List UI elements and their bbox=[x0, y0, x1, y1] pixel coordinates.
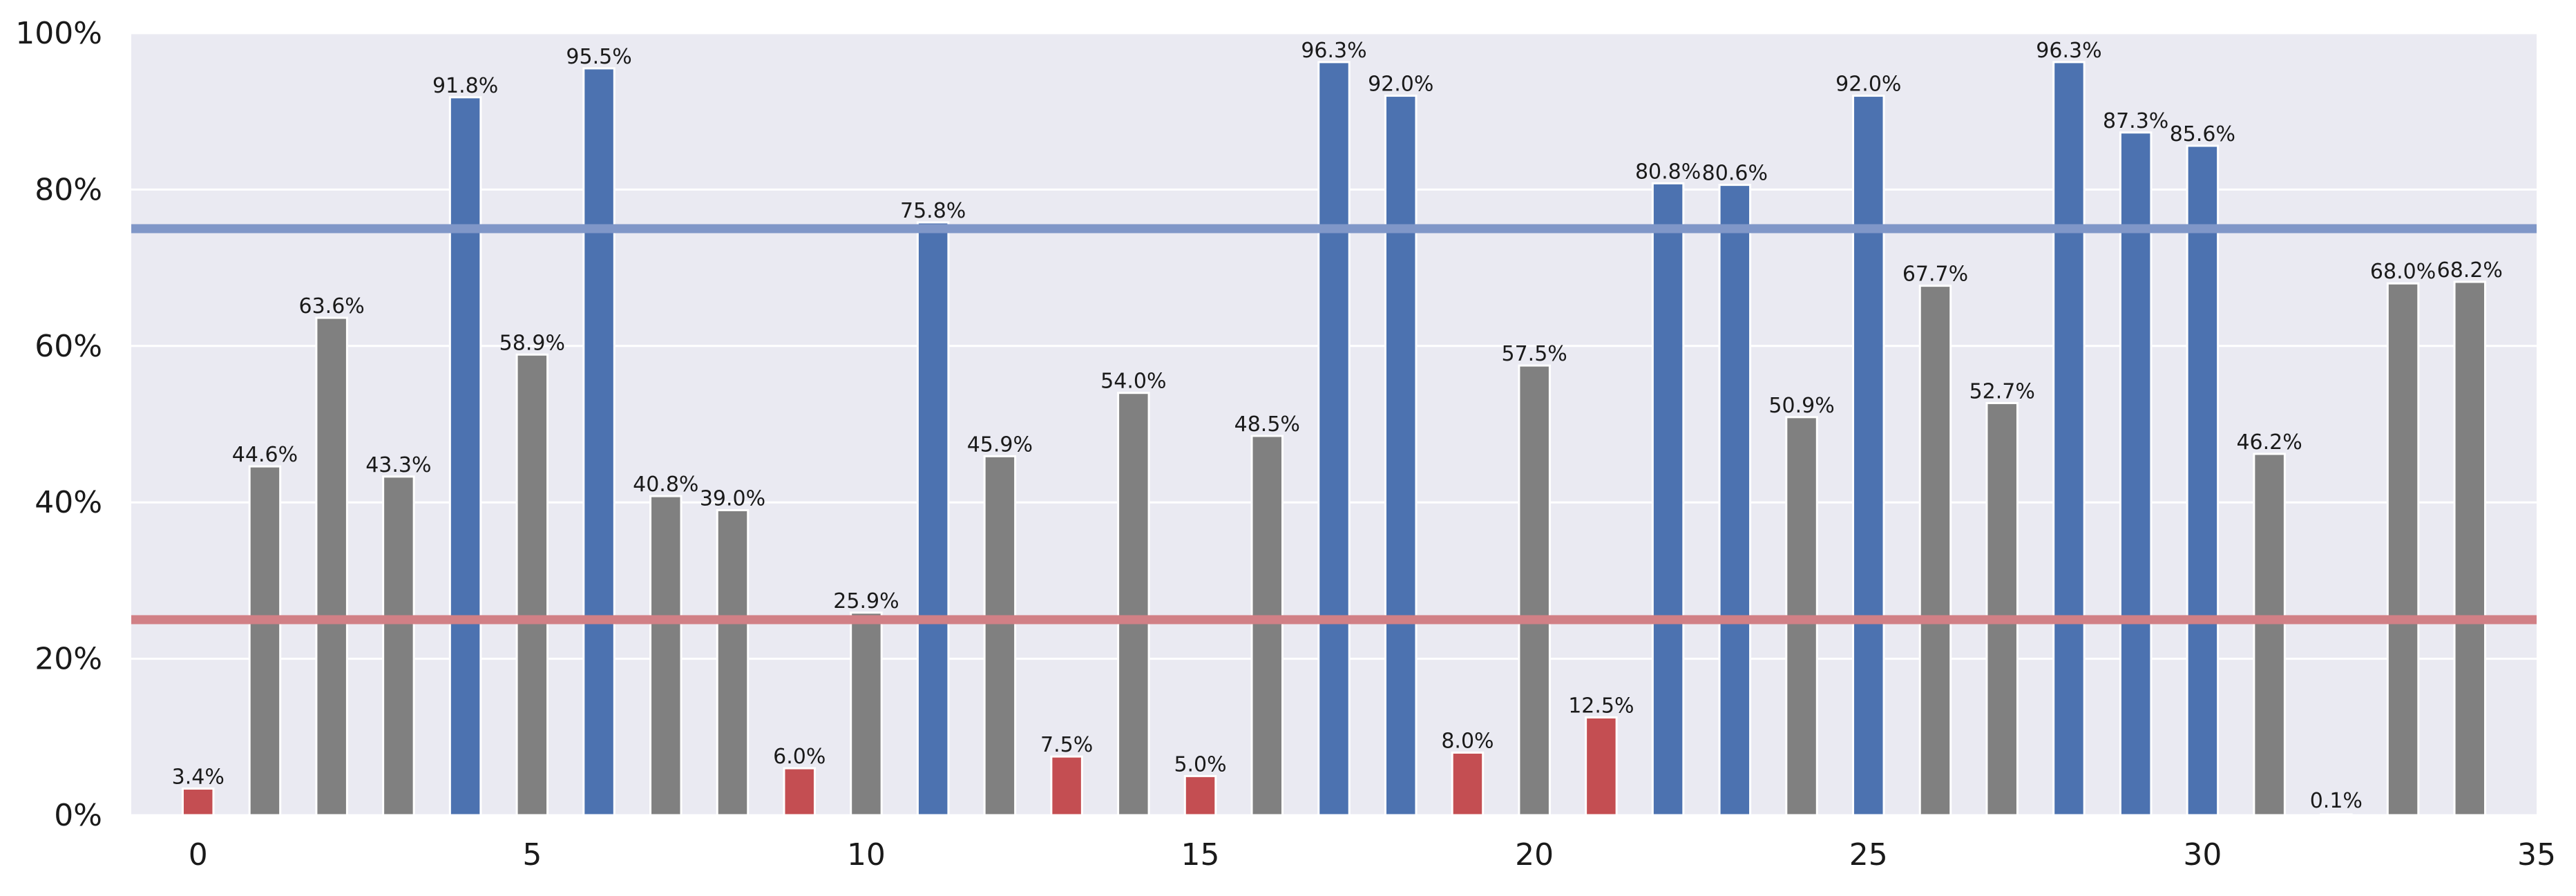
bar-label-22: 80.8% bbox=[1635, 160, 1701, 184]
bar-16 bbox=[1250, 435, 1284, 817]
bar-label-33: 68.0% bbox=[2370, 260, 2436, 284]
y-tick-label-0: 0% bbox=[54, 798, 102, 833]
bars bbox=[181, 61, 2487, 817]
x-tick-label-5: 5 bbox=[522, 837, 542, 873]
bar-1 bbox=[248, 465, 282, 817]
x-tick-label-10: 10 bbox=[847, 837, 886, 873]
bar-29 bbox=[2119, 131, 2153, 817]
bar-value-labels: 3.4% 44.6% 63.6% 43.3% 91.8% 58.9% 95.5% 40.8%3… bbox=[172, 39, 2503, 813]
bar-label-21: 12.5% bbox=[1568, 694, 1634, 718]
bar-label-26: 67.7% bbox=[1902, 263, 1968, 287]
x-tick-label-25: 25 bbox=[1849, 837, 1888, 873]
bar-label-8: 39.0% bbox=[700, 487, 765, 511]
bar-11 bbox=[916, 221, 950, 817]
bar-label-29: 87.3% bbox=[2103, 109, 2168, 133]
y-tick-label-80: 80% bbox=[35, 172, 102, 207]
bar-label-5: 58.9% bbox=[499, 331, 565, 355]
bar-label-0: 3.4% bbox=[172, 765, 225, 790]
bar-13 bbox=[1050, 755, 1083, 817]
x-tick-label-20: 20 bbox=[1515, 837, 1554, 873]
x-tick-label-30: 30 bbox=[2183, 837, 2222, 873]
x-axis-ticks: 0 5 10 15 20 25 30 35 bbox=[189, 837, 2556, 873]
bar-label-17: 96.3% bbox=[1301, 39, 1366, 63]
bar-label-15: 5.0% bbox=[1174, 752, 1226, 776]
bar-3 bbox=[382, 475, 415, 817]
bar-label-12: 45.9% bbox=[967, 432, 1033, 457]
y-tick-label-40: 40% bbox=[35, 485, 102, 520]
y-tick-label-20: 20% bbox=[35, 642, 102, 677]
bar-33 bbox=[2386, 282, 2420, 817]
bar-30 bbox=[2186, 144, 2220, 817]
threshold-lines bbox=[131, 224, 2537, 625]
bar-label-34: 68.2% bbox=[2437, 258, 2503, 283]
bar-label-3: 43.3% bbox=[365, 453, 431, 477]
y-tick-label-100: 100% bbox=[15, 16, 102, 51]
bar-8 bbox=[716, 509, 750, 817]
bar-18 bbox=[1384, 95, 1418, 817]
bar-0 bbox=[181, 788, 215, 817]
bar-label-2: 63.6% bbox=[299, 294, 365, 318]
bar-20 bbox=[1518, 364, 1551, 817]
bar-28 bbox=[2052, 61, 2086, 817]
bar-12 bbox=[983, 455, 1017, 817]
bar-7 bbox=[649, 495, 683, 817]
bar-10 bbox=[850, 611, 883, 817]
bar-19 bbox=[1451, 751, 1485, 817]
bar-22 bbox=[1651, 182, 1685, 817]
bar-label-10: 25.9% bbox=[833, 589, 899, 613]
bar-25 bbox=[1852, 95, 1885, 817]
bar-label-18: 92.0% bbox=[1368, 73, 1433, 97]
bar-label-28: 96.3% bbox=[2036, 39, 2101, 63]
bar-5 bbox=[515, 353, 549, 817]
bar-2 bbox=[315, 316, 348, 817]
bar-label-19: 8.0% bbox=[1441, 729, 1494, 753]
bar-31 bbox=[2253, 452, 2286, 817]
y-axis-ticks: 0% 20% 40% 60% 80% 100% bbox=[15, 16, 102, 833]
bar-label-9: 6.0% bbox=[773, 745, 826, 769]
bar-17 bbox=[1317, 61, 1351, 817]
bar-14 bbox=[1117, 392, 1150, 817]
bar-label-24: 50.9% bbox=[1768, 394, 1834, 418]
bar-15 bbox=[1183, 774, 1217, 817]
bar-23 bbox=[1718, 184, 1752, 817]
bar-label-7: 40.8% bbox=[633, 473, 698, 497]
bar-9 bbox=[783, 767, 816, 817]
bar-label-25: 92.0% bbox=[1835, 73, 1901, 97]
bar-label-27: 52.7% bbox=[1969, 379, 2035, 403]
bar-21 bbox=[1585, 716, 1618, 817]
y-tick-label-60: 60% bbox=[35, 329, 102, 364]
bar-label-20: 57.5% bbox=[1502, 342, 1567, 366]
bar-label-32: 0.1% bbox=[2310, 789, 2363, 813]
bar-34 bbox=[2453, 280, 2487, 817]
bar-label-6: 95.5% bbox=[566, 45, 631, 69]
bar-6 bbox=[582, 67, 616, 817]
bar-27 bbox=[1985, 401, 2019, 817]
bar-label-13: 7.5% bbox=[1040, 733, 1093, 757]
bar-label-30: 85.6% bbox=[2170, 122, 2235, 146]
bar-label-1: 44.6% bbox=[232, 443, 298, 467]
bar-32 bbox=[2320, 813, 2353, 817]
bar-label-4: 91.8% bbox=[432, 74, 498, 98]
bar-label-14: 54.0% bbox=[1100, 370, 1166, 394]
bar-label-23: 80.6% bbox=[1702, 162, 1768, 186]
x-tick-label-15: 15 bbox=[1181, 837, 1220, 873]
bar-label-16: 48.5% bbox=[1234, 412, 1300, 437]
x-tick-label-0: 0 bbox=[189, 837, 208, 873]
bar-4 bbox=[448, 96, 482, 817]
bar-26 bbox=[1918, 285, 1952, 817]
x-tick-label-35: 35 bbox=[2517, 837, 2556, 873]
bar-label-31: 46.2% bbox=[2236, 430, 2302, 455]
bar-label-11: 75.8% bbox=[900, 199, 966, 223]
